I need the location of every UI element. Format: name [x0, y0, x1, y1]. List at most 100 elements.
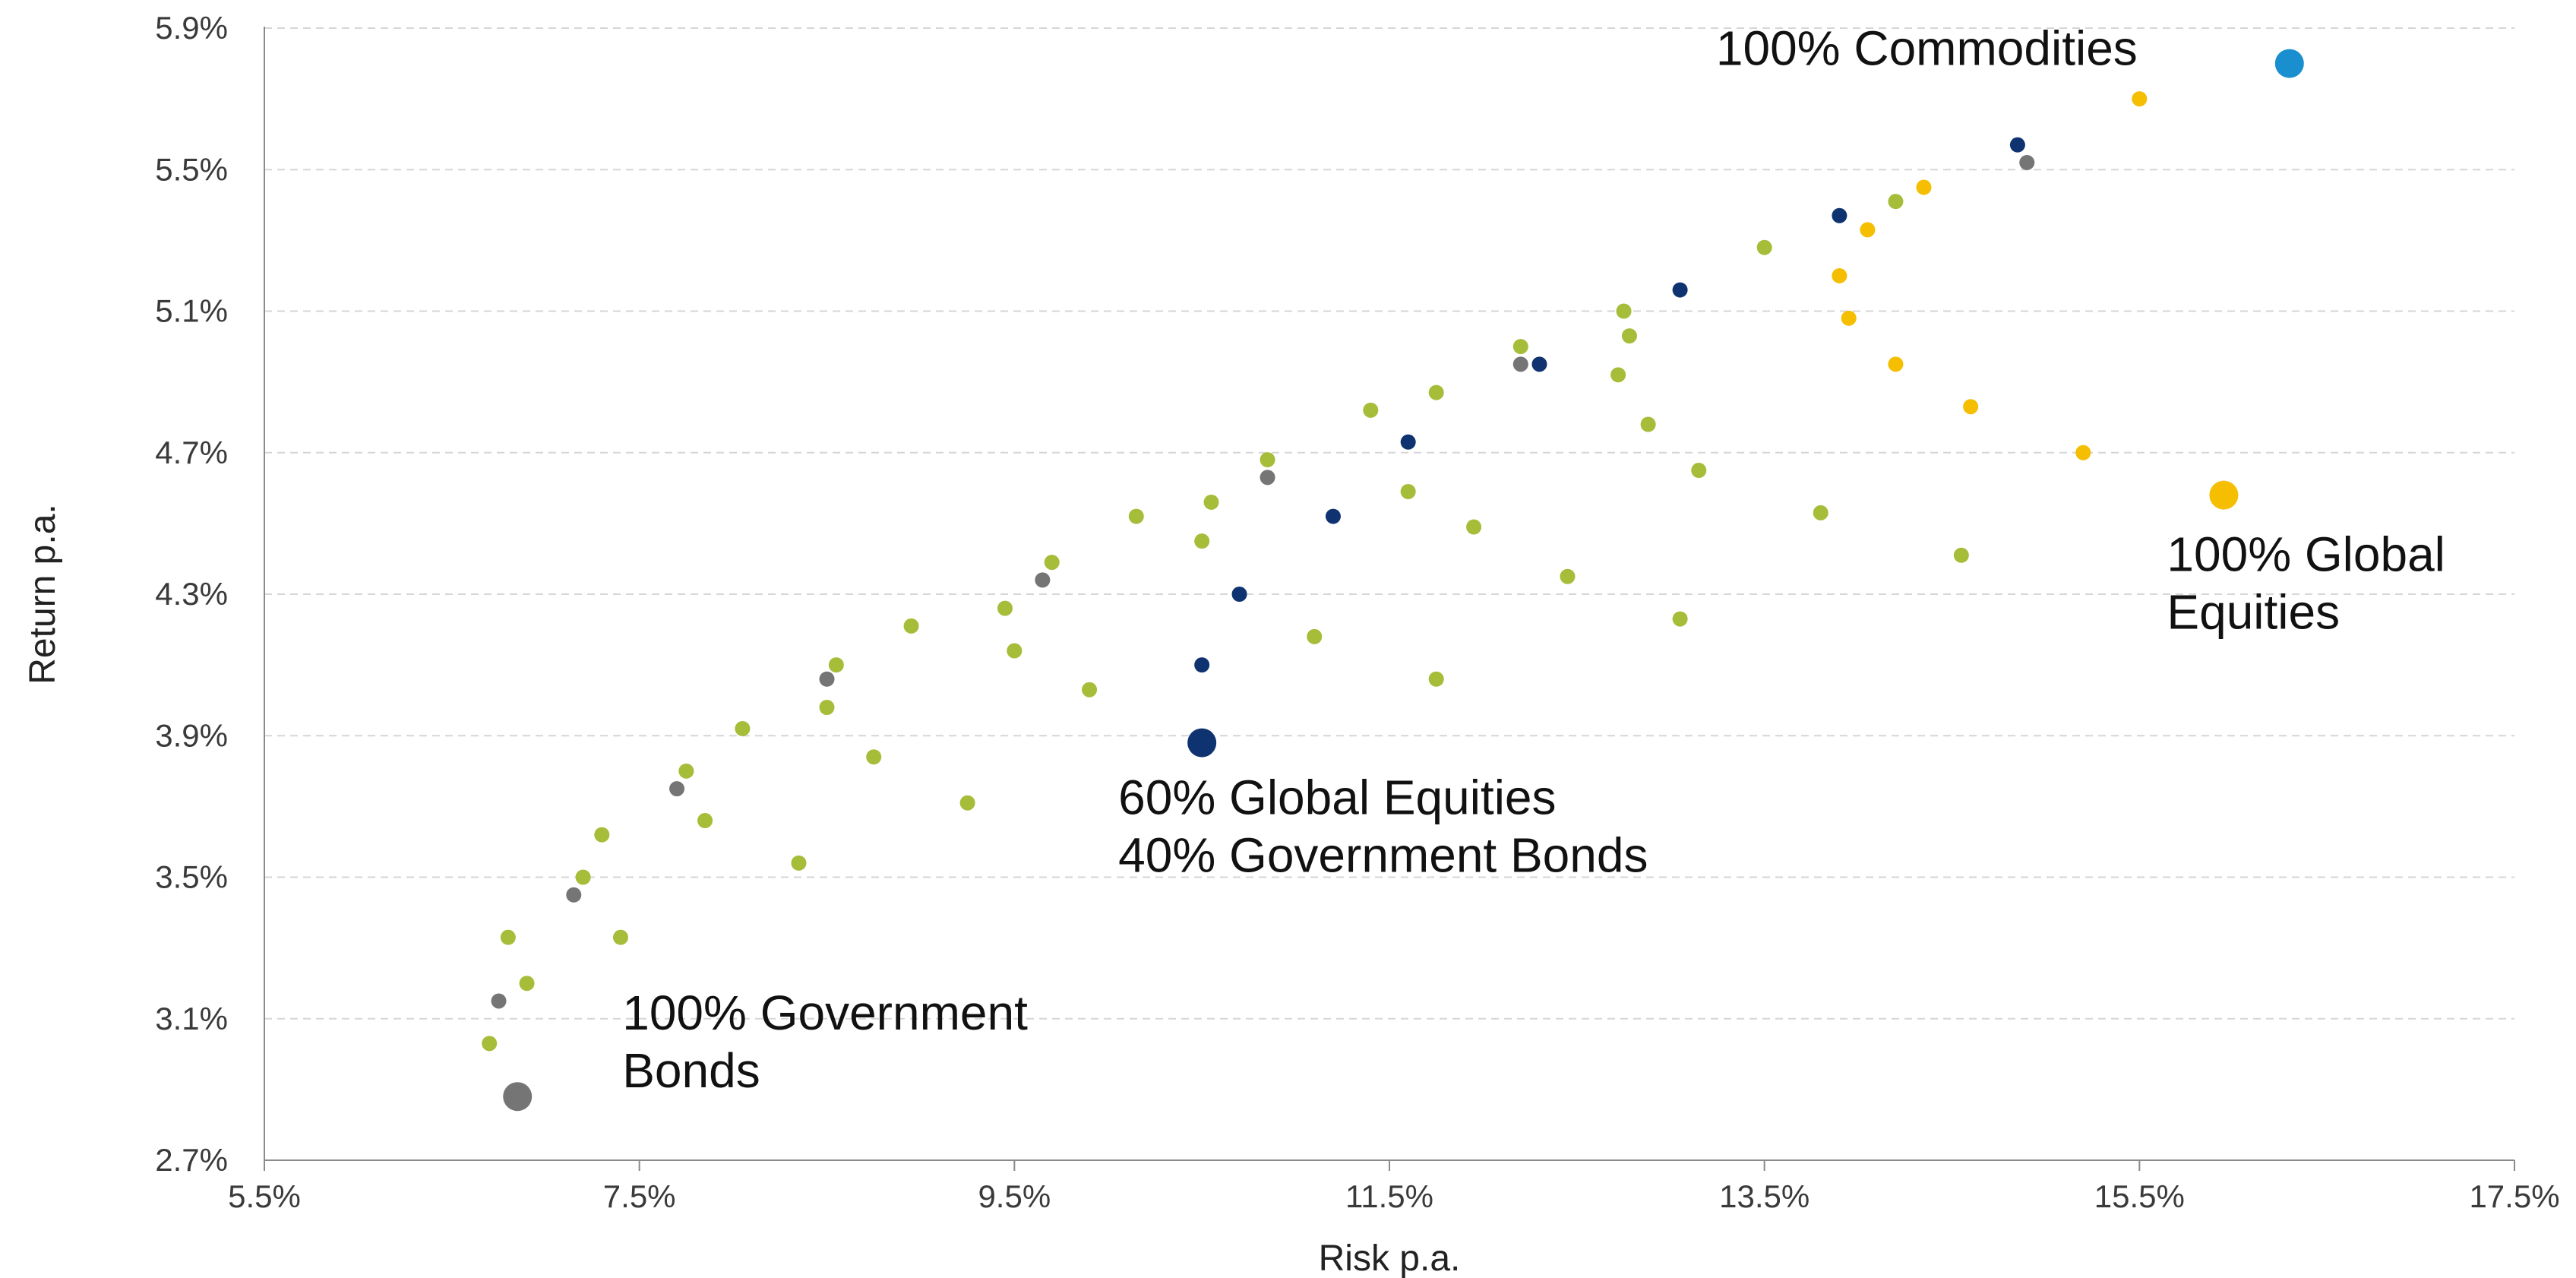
annotation-label: 100% Commodities [1716, 21, 2138, 76]
annotation-label: Bonds [622, 1043, 760, 1098]
annotation-label: 60% Global Equities [1118, 770, 1556, 825]
data-point [482, 1036, 498, 1052]
x-tick-label: 17.5% [2469, 1178, 2559, 1214]
data-point [1963, 399, 1979, 415]
y-tick-label: 3.9% [155, 717, 228, 753]
data-point [566, 887, 582, 903]
y-axis-title: Return p.a. [23, 504, 63, 684]
data-point [1888, 356, 1904, 372]
data-point [1512, 356, 1528, 372]
x-tick-label: 7.5% [603, 1178, 676, 1214]
tick-labels: 2.7% 3.1% 3.5% 3.9% 4.3% 4.7% 5.1% 5.5% 5.9% 5.5%… [155, 10, 2559, 1214]
data-point [1610, 367, 1626, 383]
data-point [1428, 384, 1444, 400]
y-tick-label: 3.1% [155, 1001, 228, 1036]
data-point [1640, 416, 1656, 432]
data-point [866, 749, 882, 765]
data-point [612, 929, 628, 945]
data-point [1888, 194, 1904, 210]
data-point [2132, 91, 2148, 107]
data-point [1531, 356, 1547, 372]
x-tick-label: 15.5% [2094, 1178, 2185, 1214]
annotation-label: 40% Government Bonds [1118, 828, 1648, 883]
data-point [735, 720, 751, 736]
data-point [1203, 494, 1219, 510]
data-point [1363, 402, 1379, 418]
x-tick-label: 5.5% [228, 1178, 301, 1214]
data-point [1953, 547, 1969, 563]
data-point [1621, 328, 1637, 344]
data-point [1194, 657, 1210, 673]
data-point [1691, 463, 1707, 479]
data-point [519, 976, 535, 992]
data-point [1035, 572, 1051, 588]
data-point [1260, 470, 1275, 486]
gridlines [264, 27, 2514, 1020]
data-point [1428, 671, 1444, 687]
annotation-label: 100% Global [2167, 527, 2445, 582]
data-point [2019, 154, 2035, 170]
axes [264, 27, 2515, 1171]
data-point [2009, 137, 2025, 153]
data-point [1672, 611, 1688, 627]
data-point [1672, 282, 1688, 298]
data-point [1007, 643, 1022, 659]
data-point [500, 929, 516, 945]
x-tick-label: 13.5% [1719, 1178, 1810, 1214]
data-point [1841, 310, 1857, 326]
data-point [997, 600, 1013, 616]
data-point [1832, 207, 1847, 223]
data-point [1231, 587, 1247, 602]
data-point [819, 671, 835, 687]
y-tick-label: 4.3% [155, 576, 228, 612]
data-point [1044, 555, 1060, 571]
annotation-label: Equities [2167, 585, 2340, 640]
x-axis-title: Risk p.a. [1319, 1238, 1461, 1278]
y-tick-label: 2.7% [155, 1142, 228, 1178]
data-point [1466, 519, 1482, 535]
y-tick-label: 5.5% [155, 151, 228, 187]
y-tick-label: 5.9% [155, 10, 228, 46]
highlight-point [1187, 728, 1217, 758]
x-tick-label: 9.5% [978, 1178, 1051, 1214]
data-point [1400, 483, 1416, 499]
data-point [1194, 533, 1210, 549]
data-point [1260, 452, 1275, 468]
y-tick-label: 4.7% [155, 435, 228, 470]
data-point [1832, 267, 1847, 283]
data-point [678, 763, 694, 779]
data-point [1916, 179, 1932, 195]
data-point [1756, 239, 1772, 255]
data-point [1813, 505, 1828, 520]
data-point [819, 700, 835, 715]
data-point [1616, 303, 1632, 319]
data-point [1307, 628, 1323, 644]
data-point [1128, 508, 1144, 524]
data-point [903, 618, 919, 634]
data-point [669, 781, 685, 797]
highlight-point [2274, 49, 2304, 78]
highlight-points [503, 49, 2304, 1112]
data-point [697, 813, 713, 828]
annotation-label: 100% Government [622, 985, 1028, 1040]
data-point [1325, 508, 1341, 524]
highlight-point [503, 1082, 533, 1112]
data-point [1512, 339, 1528, 355]
data-point [828, 657, 844, 673]
highlight-point [2209, 480, 2239, 510]
data-point [575, 869, 591, 885]
data-point [1082, 682, 1098, 698]
data-point [2075, 444, 2091, 460]
y-tick-label: 3.5% [155, 859, 228, 895]
data-point [1560, 568, 1576, 584]
data-points [482, 91, 2148, 1052]
data-point [791, 855, 807, 871]
y-tick-label: 5.1% [155, 293, 228, 329]
data-point [594, 827, 610, 843]
data-point [959, 795, 975, 811]
data-point [491, 993, 507, 1009]
x-tick-label: 11.5% [1345, 1178, 1433, 1214]
data-point [1860, 222, 1876, 238]
